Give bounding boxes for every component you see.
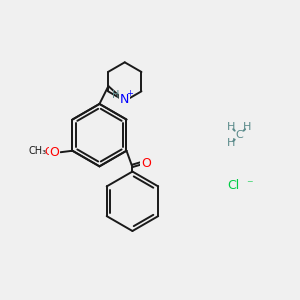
Text: O: O bbox=[44, 147, 53, 157]
Text: ⁻: ⁻ bbox=[246, 178, 253, 192]
Text: H: H bbox=[243, 122, 252, 132]
Text: CH₃: CH₃ bbox=[28, 146, 47, 156]
Text: N: N bbox=[120, 93, 129, 106]
Text: O: O bbox=[50, 146, 59, 159]
Text: C: C bbox=[235, 130, 243, 140]
Text: H: H bbox=[227, 122, 235, 132]
Text: H: H bbox=[112, 90, 119, 100]
Text: O: O bbox=[141, 157, 151, 170]
Text: +: + bbox=[127, 89, 134, 98]
Text: Cl: Cl bbox=[227, 179, 239, 192]
Text: H: H bbox=[227, 139, 235, 148]
